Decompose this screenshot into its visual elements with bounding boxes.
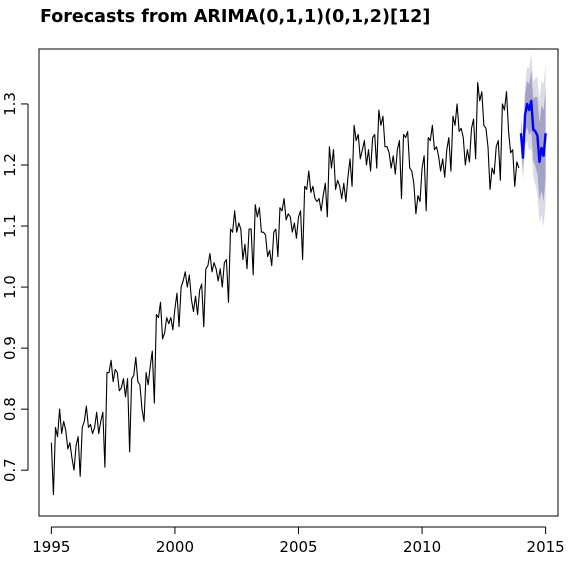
forecast-mean-line <box>519 99 547 164</box>
observed-line <box>50 82 520 496</box>
y-tick-label: 0.8 <box>1 397 19 421</box>
x-tick-label: 2010 <box>403 538 441 556</box>
chart-title: Forecasts from ARIMA(0,1,1)(0,1,2)[12] <box>40 7 430 27</box>
y-tick-label: 1.3 <box>1 92 19 116</box>
x-tick-label: 2005 <box>279 538 317 556</box>
forecast-series <box>519 99 547 164</box>
y-tick-label: 0.9 <box>1 336 19 360</box>
y-tick-label: 1.0 <box>1 275 19 299</box>
y-tick-label: 0.7 <box>1 458 19 482</box>
y-tick-label: 1.2 <box>1 153 19 177</box>
plot-frame <box>38 48 559 517</box>
x-tick-label: 1995 <box>32 538 70 556</box>
y-tick-label: 1.1 <box>1 214 19 238</box>
y-axis: 0.7 0.8 0.9 1.0 1.1 1.2 1.3 <box>1 92 29 482</box>
x-axis: 1995 2000 2005 2010 2015 <box>32 526 565 556</box>
x-tick-label: 2015 <box>527 538 565 556</box>
x-tick-label: 2000 <box>156 538 194 556</box>
observed-series <box>50 82 520 496</box>
